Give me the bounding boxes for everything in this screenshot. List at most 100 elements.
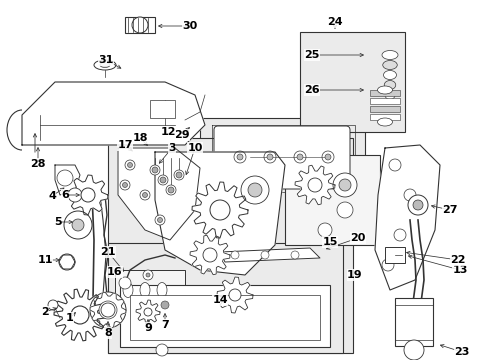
Circle shape [160, 177, 165, 183]
Circle shape [296, 154, 303, 160]
Circle shape [161, 301, 169, 309]
Circle shape [266, 154, 272, 160]
Text: 6: 6 [61, 190, 69, 200]
Text: 10: 10 [187, 143, 202, 153]
Bar [108, 138, 352, 353]
Ellipse shape [157, 283, 167, 297]
Bar [369, 106, 399, 112]
Text: 19: 19 [346, 270, 362, 280]
Text: 9: 9 [144, 323, 152, 333]
Circle shape [156, 296, 174, 314]
Circle shape [140, 190, 150, 200]
Bar [130, 295, 319, 340]
Polygon shape [136, 300, 160, 324]
Text: 3: 3 [168, 143, 176, 153]
Polygon shape [294, 165, 334, 205]
Circle shape [142, 193, 147, 198]
Circle shape [155, 215, 164, 225]
Bar [108, 243, 342, 353]
Text: 2: 2 [41, 307, 49, 317]
Text: 8: 8 [104, 328, 112, 338]
Ellipse shape [382, 60, 396, 69]
Bar [150, 100, 175, 118]
Ellipse shape [174, 170, 183, 180]
Circle shape [264, 151, 275, 163]
Circle shape [146, 273, 150, 277]
Polygon shape [217, 277, 252, 313]
Text: 27: 27 [441, 205, 457, 215]
Polygon shape [220, 248, 319, 262]
Ellipse shape [383, 71, 396, 80]
Polygon shape [190, 235, 229, 275]
Circle shape [132, 17, 148, 33]
Ellipse shape [94, 60, 116, 70]
Bar [369, 98, 399, 104]
Text: 12: 12 [160, 127, 175, 137]
Circle shape [125, 160, 135, 170]
Circle shape [203, 248, 217, 262]
Circle shape [307, 178, 321, 192]
Text: 21: 21 [100, 247, 116, 257]
Circle shape [403, 340, 423, 360]
Circle shape [72, 219, 84, 231]
Circle shape [101, 303, 115, 317]
Bar [285, 155, 379, 245]
Circle shape [143, 308, 152, 316]
Polygon shape [118, 148, 200, 240]
Ellipse shape [377, 86, 392, 94]
Text: 18: 18 [132, 133, 147, 143]
Text: 15: 15 [322, 237, 337, 247]
Text: 30: 30 [182, 21, 197, 31]
Bar [369, 90, 399, 96]
Circle shape [90, 292, 126, 328]
Circle shape [81, 188, 95, 202]
Circle shape [48, 300, 58, 310]
Circle shape [127, 162, 132, 167]
Circle shape [152, 167, 158, 173]
Bar [394, 298, 432, 346]
Circle shape [176, 172, 182, 178]
Bar [299, 32, 404, 132]
Circle shape [168, 187, 174, 193]
Polygon shape [155, 152, 285, 275]
Circle shape [157, 217, 162, 222]
Bar [125, 17, 155, 33]
Polygon shape [54, 289, 106, 341]
Circle shape [393, 229, 405, 241]
Circle shape [142, 270, 153, 280]
Circle shape [122, 183, 127, 188]
Circle shape [317, 223, 331, 237]
FancyBboxPatch shape [214, 126, 349, 189]
Circle shape [290, 251, 298, 259]
Bar [384, 247, 404, 263]
Bar [115, 270, 184, 310]
Circle shape [120, 180, 130, 190]
Text: 20: 20 [349, 233, 365, 243]
Circle shape [230, 251, 239, 259]
Text: 22: 22 [449, 255, 465, 265]
Text: 7: 7 [161, 320, 168, 330]
Text: 4: 4 [48, 191, 56, 201]
Circle shape [407, 195, 427, 215]
Circle shape [325, 154, 330, 160]
Circle shape [156, 344, 168, 356]
Ellipse shape [381, 50, 397, 59]
Text: 29: 29 [174, 130, 189, 140]
Ellipse shape [100, 63, 110, 68]
Text: 1: 1 [66, 313, 74, 323]
Circle shape [237, 154, 243, 160]
Circle shape [381, 259, 393, 271]
Text: 25: 25 [304, 50, 319, 60]
Bar [200, 118, 364, 198]
Ellipse shape [158, 175, 168, 185]
Circle shape [247, 183, 262, 197]
Circle shape [57, 170, 73, 186]
Circle shape [403, 189, 415, 201]
Text: 16: 16 [107, 267, 122, 277]
Polygon shape [90, 292, 126, 328]
Polygon shape [55, 165, 80, 195]
Circle shape [241, 176, 268, 204]
Text: 14: 14 [212, 295, 227, 305]
Circle shape [332, 173, 356, 197]
Ellipse shape [384, 90, 394, 99]
